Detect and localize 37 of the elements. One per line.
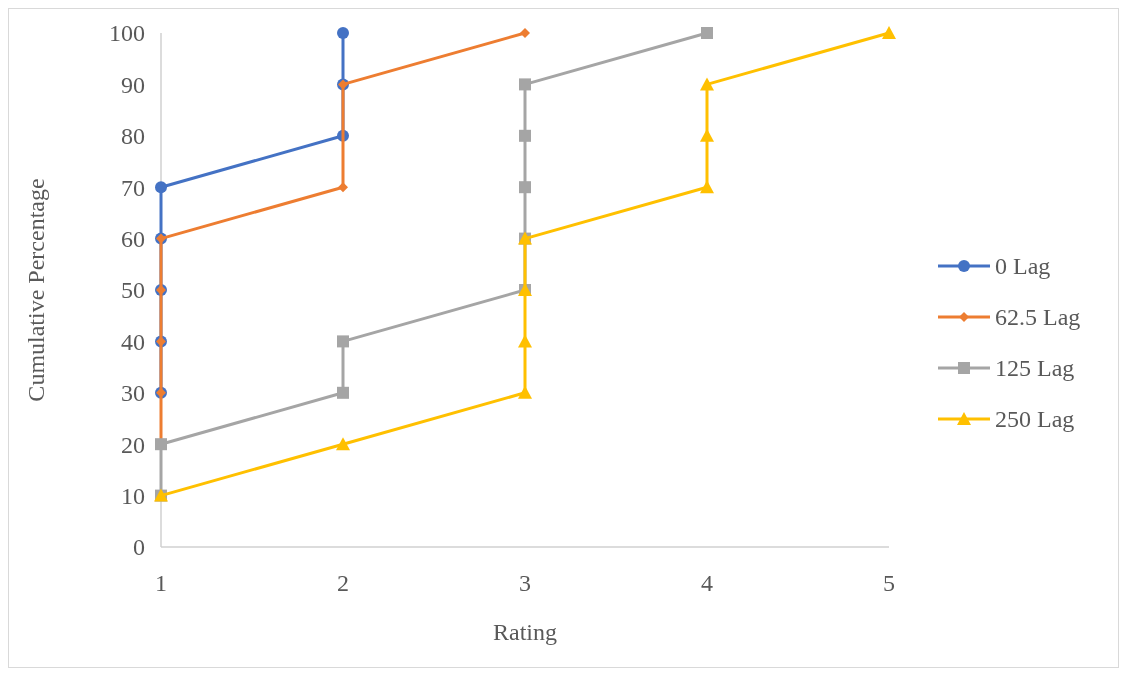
point [700, 180, 714, 194]
y-tick-label: 90 [121, 71, 145, 98]
point [518, 334, 532, 348]
y-tick-label: 10 [121, 483, 145, 509]
y-tick-label: 20 [121, 431, 145, 458]
y-tick-label: 60 [121, 226, 145, 252]
y-tick-label: 30 [121, 380, 145, 407]
x-tick-label: 2 [337, 570, 349, 596]
y-tick-label: 80 [121, 123, 145, 150]
x-axis-title: Rating [493, 619, 557, 645]
y-tick-label: 70 [121, 174, 145, 201]
legend-label: 62.5 Lag [995, 304, 1081, 331]
point [155, 181, 167, 194]
point [519, 129, 531, 142]
x-tick-label: 4 [701, 570, 713, 596]
point [519, 78, 531, 91]
x-tick-label: 1 [155, 570, 167, 596]
y-tick-label: 50 [121, 277, 145, 304]
x-tick-label: 3 [519, 570, 531, 596]
point [700, 77, 714, 91]
legend-label: 0 Lag [995, 253, 1051, 280]
x-tick-label: 5 [883, 570, 895, 596]
point [882, 26, 896, 39]
y-axis-title: Cumulative Percentage [23, 178, 49, 402]
point [519, 181, 531, 194]
point [701, 27, 713, 39]
point [336, 437, 350, 451]
point [337, 27, 349, 39]
point [520, 28, 530, 38]
y-tick-label: 100 [109, 20, 145, 47]
legend-label: 250 Lag [995, 406, 1075, 433]
y-tick-label: 40 [121, 328, 145, 355]
point [337, 335, 349, 348]
y-tick-label: 0 [133, 534, 145, 561]
legend-label: 125 Lag [995, 355, 1075, 382]
point [338, 182, 348, 193]
point [337, 386, 349, 399]
